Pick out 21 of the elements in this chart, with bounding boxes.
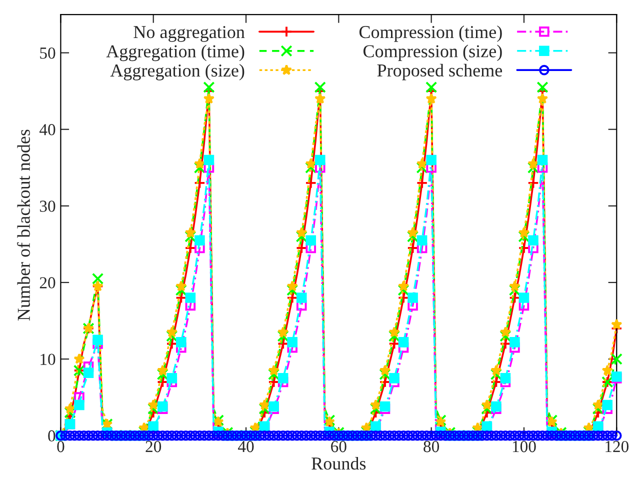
x-tick-label: 40 xyxy=(238,440,254,452)
legend-label: Aggregation (time) xyxy=(106,44,244,62)
legend-label: No aggregation xyxy=(134,26,245,42)
legend-label: Aggregation (size) xyxy=(110,64,244,80)
y-tick-label: 20 xyxy=(40,277,56,288)
y-tick-label: 10 xyxy=(40,354,56,365)
x-tick-label: 20 xyxy=(146,440,162,452)
x-tick-label: 120 xyxy=(606,440,628,452)
legend-label: Compression (time) xyxy=(359,25,502,42)
y-axis-title: Number of blackout nodes xyxy=(17,130,30,321)
y-tick-label: 30 xyxy=(40,200,56,212)
y-tick-label: 40 xyxy=(40,124,56,136)
y-tick-label: 0 xyxy=(48,430,56,442)
x-tick-label: 80 xyxy=(424,440,440,452)
x-axis-title: Rounds xyxy=(312,456,366,470)
x-tick-label: 60 xyxy=(331,440,346,452)
y-tick-label: 50 xyxy=(40,48,56,59)
legend-label: Proposed scheme xyxy=(377,64,502,80)
legend-label: Compression (size) xyxy=(363,44,502,62)
x-tick-label: 100 xyxy=(512,440,536,452)
x-tick-label: 0 xyxy=(57,440,64,452)
